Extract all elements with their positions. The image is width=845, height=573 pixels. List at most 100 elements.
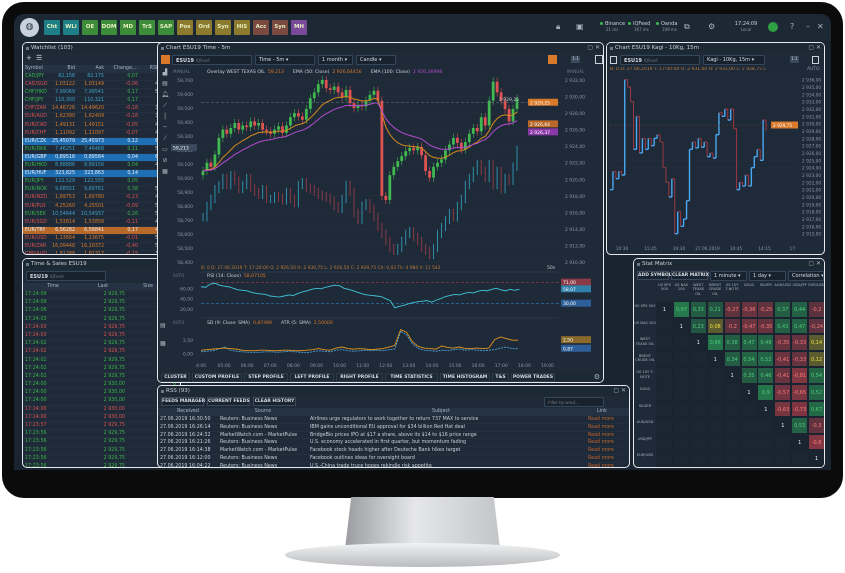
- tab-custom-profile[interactable]: CUSTOM PROFILE: [192, 373, 242, 382]
- auto-scale-label[interactable]: AUTO: [807, 67, 820, 72]
- matrix-cell[interactable]: [656, 417, 673, 434]
- matrix-cell[interactable]: [656, 350, 673, 368]
- matrix-cell[interactable]: -0,81: [791, 367, 809, 384]
- symbol-select[interactable]: ESU19 IQFeed: [620, 55, 700, 65]
- matrix-cell[interactable]: [740, 433, 758, 451]
- matrix-cell[interactable]: [774, 433, 792, 451]
- mode-icon[interactable]: 1:1: [790, 56, 799, 63]
- matrix-cell[interactable]: [757, 450, 775, 467]
- user-avatar[interactable]: [768, 22, 778, 32]
- matrix-cell[interactable]: 1: [774, 417, 792, 434]
- matrix-cell[interactable]: -0,2: [723, 317, 741, 335]
- matrix-cell[interactable]: [672, 367, 690, 384]
- matrix-cell[interactable]: [757, 417, 775, 434]
- matrix-cell[interactable]: 0,53: [791, 417, 809, 434]
- matrix-cell[interactable]: -0,41: [774, 367, 792, 384]
- alert-icon[interactable]: 🔔︎: [161, 91, 169, 98]
- matrix-cell[interactable]: -0,3: [808, 417, 824, 434]
- matrix-cell[interactable]: -0,57: [774, 384, 792, 401]
- save-icon[interactable]: ▣: [576, 22, 584, 31]
- read-more-link[interactable]: Read more: [588, 432, 615, 438]
- matrix-cell[interactable]: 1: [706, 350, 724, 368]
- matrix-cell[interactable]: 0,44: [791, 301, 809, 318]
- matrix-cell[interactable]: [757, 433, 775, 451]
- workspace-button-cht[interactable]: Cht: [44, 20, 60, 35]
- mode-select[interactable]: Correlation ▾: [788, 271, 824, 281]
- matrix-cell[interactable]: -0,25: [757, 301, 775, 318]
- news-row[interactable]: 27.06.2019 16:26:14 Reuters: Business New…: [158, 424, 629, 432]
- matrix-cell[interactable]: 0,52: [808, 384, 824, 401]
- layers-icon[interactable]: ▤: [160, 322, 166, 329]
- tab-cluster[interactable]: CLUSTER: [161, 373, 190, 382]
- current-feeds-button[interactable]: CURRENT FEEDS: [207, 397, 250, 406]
- matrix-cell[interactable]: [740, 417, 758, 434]
- matrix-cell[interactable]: [689, 384, 707, 401]
- matrix-cell[interactable]: [774, 450, 792, 467]
- matrix-cell[interactable]: [672, 450, 690, 467]
- matrix-cell[interactable]: [689, 350, 707, 368]
- lock-icon[interactable]: 🔒︎: [556, 22, 561, 31]
- kagi-chart-canvas[interactable]: 2 915,00 2 916,002 917,002 918,00 2 919,00…: [607, 73, 825, 255]
- news-row[interactable]: 27.06.2019 16:04:22 Reuters: Business New…: [158, 463, 629, 467]
- matrix-cell[interactable]: [672, 433, 690, 451]
- workspace-button-oe[interactable]: OE: [82, 20, 98, 35]
- matrix-cell[interactable]: 1: [791, 433, 809, 451]
- matrix-cell[interactable]: [656, 384, 673, 401]
- windows-icon[interactable]: ⧉: [684, 22, 690, 31]
- matrix-cell[interactable]: [656, 433, 673, 451]
- matrix-cell[interactable]: [723, 450, 741, 467]
- matrix-cell[interactable]: [740, 450, 758, 467]
- matrix-cell[interactable]: 0,12: [808, 350, 824, 368]
- matrix-cell[interactable]: [723, 400, 741, 418]
- workspace-button-sap[interactable]: SAP: [158, 20, 174, 35]
- matrix-cell[interactable]: 1: [757, 400, 775, 418]
- workspace-button-dom[interactable]: DOM: [101, 20, 117, 35]
- matrix-cell[interactable]: 1: [672, 317, 690, 335]
- matrix-cell[interactable]: -0,24: [808, 317, 824, 335]
- matrix-cell[interactable]: 0,35: [740, 367, 758, 384]
- main-chart-canvas[interactable]: 2 910,00 2 912,00 2 914,00 2 916,00 2 918,00…: [171, 66, 604, 372]
- matrix-cell[interactable]: [656, 450, 673, 467]
- matrix-cell[interactable]: -0,27: [723, 301, 741, 318]
- timeframe-select[interactable]: Time - 5m ▾: [255, 55, 315, 65]
- matrix-cell[interactable]: 1: [808, 450, 824, 467]
- matrix-cell[interactable]: 0,67: [808, 400, 824, 418]
- minimize-icon[interactable]: –: [806, 22, 810, 31]
- matrix-cell[interactable]: -0,41: [774, 350, 792, 368]
- fibonacci-icon[interactable]: ⊘: [162, 157, 168, 164]
- symbol-select[interactable]: ESU19 IQFeed: [26, 271, 106, 281]
- matrix-cell[interactable]: [706, 384, 724, 401]
- workspace-button-mh[interactable]: MH: [291, 20, 307, 35]
- matrix-cell[interactable]: [740, 400, 758, 418]
- matrix-cell[interactable]: 0,54: [740, 350, 758, 368]
- matrix-cell[interactable]: 0,46: [757, 367, 775, 384]
- workspace-button-wli[interactable]: WLi: [63, 20, 79, 35]
- add-symbol-icon[interactable]: +: [26, 54, 32, 62]
- matrix-cell[interactable]: 0,14: [808, 334, 824, 351]
- matrix-cell[interactable]: 0,52: [757, 350, 775, 368]
- chart-type-select[interactable]: Candle ▾: [356, 55, 396, 65]
- matrix-cell[interactable]: [656, 367, 673, 384]
- tab-time-histogram[interactable]: TIME HISTOGRAM: [440, 373, 490, 382]
- matrix-cell[interactable]: -0,8: [808, 433, 824, 451]
- text-icon[interactable]: ▦: [162, 168, 168, 175]
- interval-select[interactable]: 1 minute ▾: [710, 271, 747, 281]
- help-icon[interactable]: ?: [790, 22, 795, 31]
- workspace-button-pos[interactable]: Pos: [177, 20, 193, 35]
- matrix-cell[interactable]: 1: [723, 367, 741, 384]
- matrix-cell[interactable]: 0,43: [774, 317, 792, 335]
- clear-history-button[interactable]: CLEAR HISTORY: [253, 397, 296, 406]
- news-row[interactable]: 27.06.2019 16:12:00 Reuters: Business New…: [158, 455, 629, 463]
- matrix-cell[interactable]: [706, 450, 724, 467]
- workspace-button-acc[interactable]: Acc: [253, 20, 269, 35]
- matrix-cell[interactable]: -0,47: [740, 317, 758, 335]
- news-row[interactable]: 27.06.2019 16:14:38 MarketWatch.com - Mar…: [158, 447, 629, 455]
- columns-icon[interactable]: ☰: [36, 54, 43, 62]
- workspace-button-md[interactable]: MD: [120, 20, 136, 35]
- connection-iqfeed[interactable]: IQFeed 167 ms: [628, 21, 650, 33]
- connection-oanda[interactable]: Oanda 109 ms: [656, 21, 677, 33]
- matrix-cell[interactable]: 1: [689, 334, 707, 351]
- matrix-cell[interactable]: 0,34: [723, 350, 741, 368]
- workspace-button-ord[interactable]: Ord: [196, 20, 212, 35]
- matrix-cell[interactable]: [672, 350, 690, 368]
